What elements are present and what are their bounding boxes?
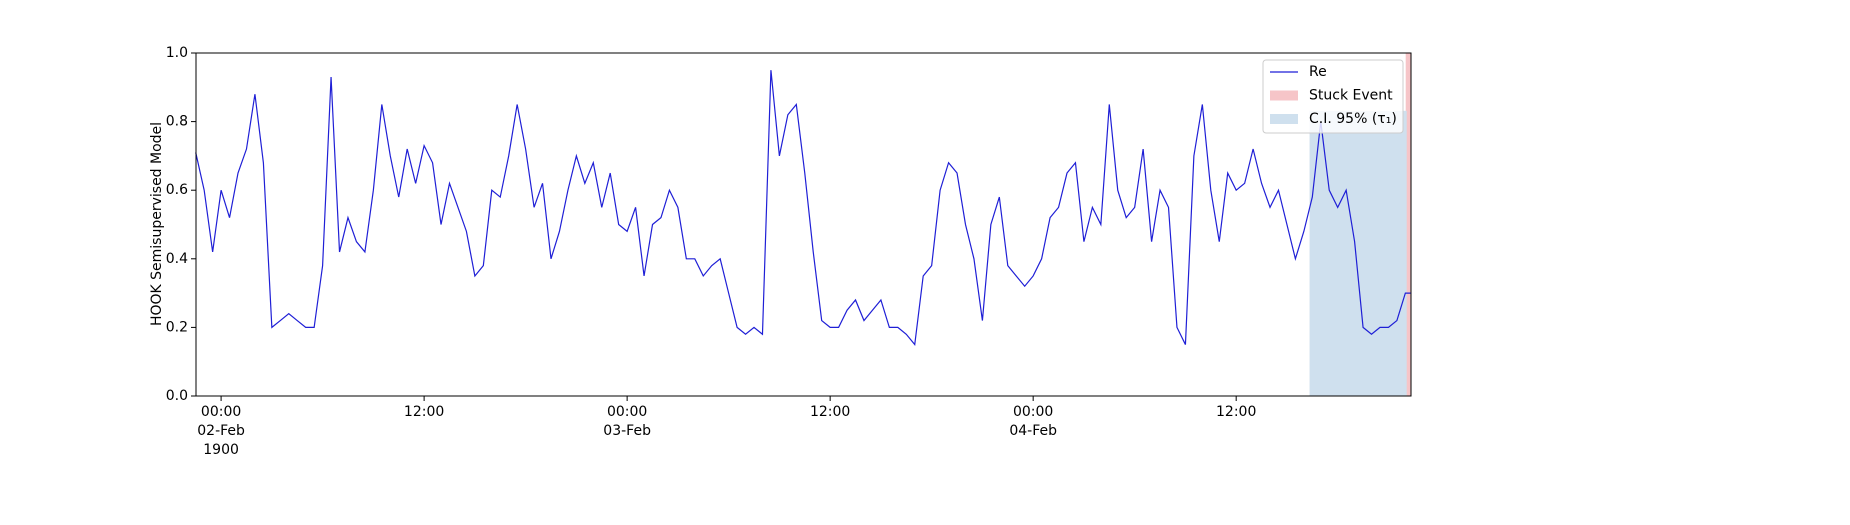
span <box>1405 52 1412 397</box>
y-tick-label: 0.6 <box>166 182 188 198</box>
y-tick-label: 0.0 <box>166 388 188 404</box>
legend-label: Stuck Event <box>1309 88 1393 104</box>
x-tick-label: 00:00 03-Feb <box>603 404 651 439</box>
y-tick-label: 0.2 <box>166 319 188 335</box>
x-tick-label: 12:00 <box>404 404 444 420</box>
span <box>1309 110 1407 397</box>
line-series <box>195 70 1411 347</box>
x-tick-label: 00:00 04-Feb <box>1009 404 1057 439</box>
x-tick-label: 00:00 02-Feb 1900 <box>197 404 245 458</box>
x-tick-label: 12:00 <box>810 404 850 420</box>
legend-swatch <box>1270 90 1298 101</box>
y-tick-label: 1.0 <box>166 45 188 61</box>
y-tick-label: 0.4 <box>166 251 188 267</box>
x-tick-label: 12:00 <box>1216 404 1256 420</box>
y-tick-label: 0.8 <box>166 114 188 130</box>
legend-label: Re <box>1309 64 1327 80</box>
legend-swatch <box>1270 114 1298 124</box>
legend-label: C.I. 95% (τ₁) <box>1309 111 1397 127</box>
plot-frame <box>195 52 1412 397</box>
y-axis-label: HOOK Semisupervised Model <box>149 122 165 326</box>
